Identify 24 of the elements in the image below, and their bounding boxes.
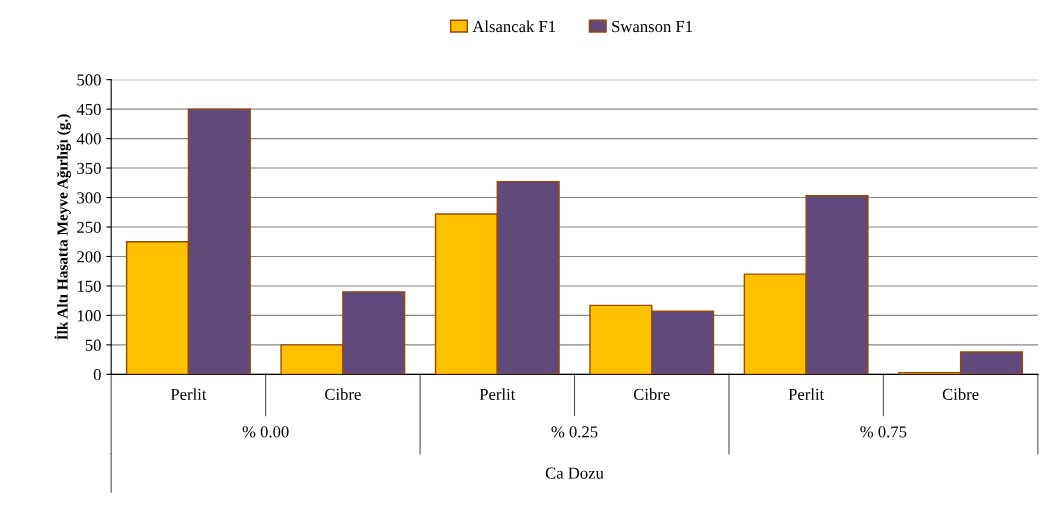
text: % 0.75 <box>860 426 907 438</box>
x-tick-label: Perlit <box>479 388 516 400</box>
x-tick-label: Cibre <box>633 388 670 400</box>
y-tick-label: 150 <box>77 280 101 292</box>
y-tick-label: 0 <box>93 369 101 381</box>
y-tick-label: 50 <box>85 339 101 351</box>
x-tick-label: Cibre <box>942 388 979 400</box>
text: % 0.25 <box>551 426 598 438</box>
y-tick-label: 250 <box>77 221 101 233</box>
y-tick-label: 500 <box>77 74 101 86</box>
y-tick-label: 350 <box>77 162 101 175</box>
y-tick-label: 300 <box>77 192 101 204</box>
text: % 0.00 <box>242 426 289 438</box>
y-tick-label: 100 <box>77 310 101 322</box>
y-tick-label: 450 <box>76 103 101 116</box>
x-axis-title: Ca Dozu <box>545 467 604 479</box>
legend-label: Swanson F1 <box>612 20 693 33</box>
x-tick-label: Perlit <box>170 388 207 400</box>
y-axis-title: İlk Altı Hasatta Meyve Ağırlığı (g.) <box>54 114 71 340</box>
x-tick-label: Cibre <box>325 388 361 400</box>
x-tick-label: Perlit <box>788 388 825 400</box>
legend-label: Alsancak F1 <box>472 20 556 33</box>
y-tick-label: 400 <box>76 133 101 145</box>
y-tick-label: 200 <box>77 251 101 263</box>
